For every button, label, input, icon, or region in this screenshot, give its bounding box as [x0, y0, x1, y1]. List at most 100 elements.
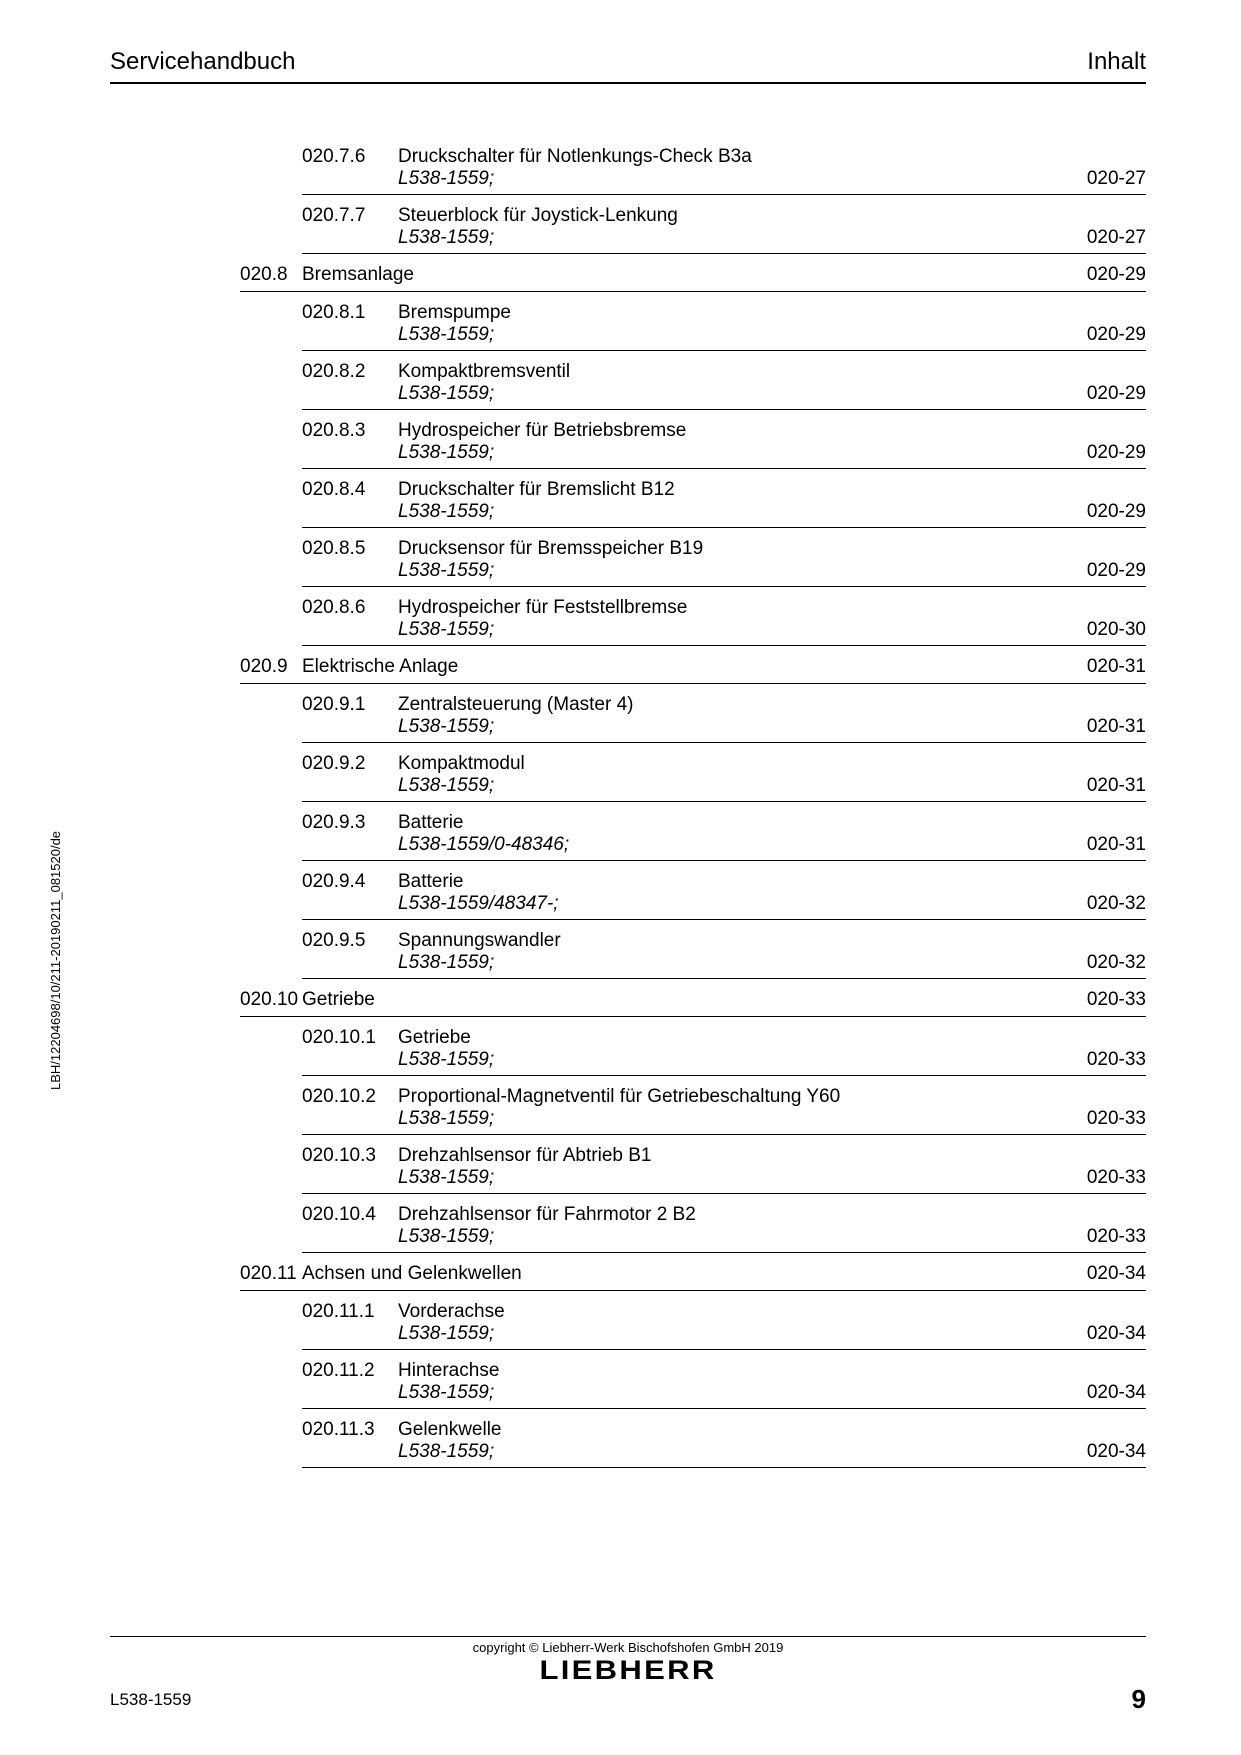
table-of-contents: 020.7.6Druckschalter für Notlenkungs-Che… [240, 146, 1146, 1468]
toc-sub-row: 020.10.4Drehzahlsensor für Fahrmotor 2 B… [302, 1204, 1146, 1253]
toc-sub-row: 020.10.1GetriebeL538-1559;020-33 [302, 1027, 1146, 1076]
toc-sub-number: 020.9.4 [302, 871, 398, 915]
toc-sub-page: 020-34 [1066, 1441, 1146, 1463]
toc-sub-model: L538-1559; [398, 560, 494, 582]
toc-sub-content: GelenkwelleL538-1559;020-34 [398, 1419, 1146, 1463]
toc-sub-page: 020-32 [1066, 952, 1146, 974]
toc-sub-content: Hydrospeicher für BetriebsbremseL538-155… [398, 420, 1146, 464]
toc-sub-model: L538-1559/48347-; [398, 893, 559, 915]
toc-sub-page: 020-30 [1066, 619, 1146, 641]
toc-sub-number: 020.11.1 [302, 1301, 398, 1345]
toc-section-title: Elektrische Anlage [302, 656, 1066, 678]
toc-sub-content: KompaktbremsventilL538-1559; 020-29 [398, 361, 1146, 405]
toc-sub-number: 020.8.5 [302, 538, 398, 582]
toc-sub-content: BatterieL538-1559/48347-;020-32 [398, 871, 1146, 915]
toc-sub-title: Drehzahlsensor für Abtrieb B1 [398, 1145, 1146, 1167]
toc-sub-model: L538-1559; [398, 1167, 494, 1189]
toc-sub-title: Spannungswandler [398, 930, 1146, 952]
toc-sub-title: Batterie [398, 871, 1146, 893]
toc-sub-number: 020.9.1 [302, 694, 398, 738]
toc-sub-model: L538-1559; [398, 324, 494, 346]
toc-sub-row: 020.11.2HinterachseL538-1559; 020-34 [302, 1360, 1146, 1409]
toc-sub-row: 020.7.6Druckschalter für Notlenkungs-Che… [302, 146, 1146, 195]
toc-sub-number: 020.7.6 [302, 146, 398, 190]
toc-sub-model: L538-1559; [398, 501, 494, 523]
toc-sub-content: Steuerblock für Joystick-LenkungL538-155… [398, 205, 1146, 249]
toc-sub-page: 020-29 [1066, 383, 1146, 405]
toc-section-page: 020-34 [1066, 1263, 1146, 1285]
toc-sub-model: L538-1559; [398, 383, 494, 405]
toc-sub-title: Drucksensor für Bremsspeicher B19 [398, 538, 1146, 560]
toc-sub-page: 020-29 [1066, 324, 1146, 346]
toc-sub-title: Drehzahlsensor für Fahrmotor 2 B2 [398, 1204, 1146, 1226]
page-header: Servicehandbuch Inhalt [110, 48, 1146, 84]
toc-sub-row: 020.9.4BatterieL538-1559/48347-;020-32 [302, 871, 1146, 920]
toc-sub-title: Kompaktbremsventil [398, 361, 1146, 383]
toc-section-title: Bremsanlage [302, 264, 1066, 286]
toc-section-row: 020.9Elektrische Anlage020-31 [240, 656, 1146, 684]
toc-sub-page: 020-29 [1066, 501, 1146, 523]
toc-sub-content: Drucksensor für Bremsspeicher B19L538-15… [398, 538, 1146, 582]
toc-sub-number: 020.11.2 [302, 1360, 398, 1404]
toc-section-row: 020.10Getriebe020-33 [240, 989, 1146, 1017]
copyright-text: copyright © Liebherr-Werk Bischofshofen … [110, 1640, 1146, 1655]
toc-sub-title: Getriebe [398, 1027, 1146, 1049]
toc-sub-row: 020.8.1BremspumpeL538-1559;020-29 [302, 302, 1146, 351]
toc-sub-row: 020.8.3Hydrospeicher für BetriebsbremseL… [302, 420, 1146, 469]
toc-sub-page: 020-33 [1066, 1226, 1146, 1248]
toc-sub-page: 020-33 [1066, 1108, 1146, 1130]
toc-sub-content: Druckschalter für Notlenkungs-Check B3aL… [398, 146, 1146, 190]
toc-section-number: 020.9 [240, 656, 302, 678]
toc-section-title: Achsen und Gelenkwellen [302, 1263, 1066, 1285]
toc-sub-content: Proportional-Magnetventil für Getriebesc… [398, 1086, 1146, 1130]
toc-sub-model: L538-1559; [398, 952, 494, 974]
toc-sub-model: L538-1559; [398, 227, 494, 249]
toc-sub-title: Bremspumpe [398, 302, 1146, 324]
toc-sub-page: 020-29 [1066, 560, 1146, 582]
toc-sub-model: L538-1559; [398, 168, 494, 190]
toc-sub-title: Kompaktmodul [398, 753, 1146, 775]
toc-section-page: 020-31 [1066, 656, 1146, 678]
toc-sub-row: 020.11.3GelenkwelleL538-1559;020-34 [302, 1419, 1146, 1468]
toc-sub-title: Steuerblock für Joystick-Lenkung [398, 205, 1146, 227]
toc-sub-content: VorderachseL538-1559;020-34 [398, 1301, 1146, 1345]
toc-sub-content: HinterachseL538-1559; 020-34 [398, 1360, 1146, 1404]
toc-sub-row: 020.9.1Zentralsteuerung (Master 4)L538-1… [302, 694, 1146, 743]
toc-sub-model: L538-1559; [398, 1382, 494, 1404]
toc-sub-title: Hydrospeicher für Feststellbremse [398, 597, 1146, 619]
toc-section-number: 020.8 [240, 264, 302, 286]
toc-sub-page: 020-31 [1066, 834, 1146, 856]
toc-sub-content: Drehzahlsensor für Abtrieb B1L538-1559;0… [398, 1145, 1146, 1189]
toc-sub-content: Drehzahlsensor für Fahrmotor 2 B2L538-15… [398, 1204, 1146, 1248]
toc-sub-page: 020-31 [1066, 775, 1146, 797]
toc-sub-number: 020.10.4 [302, 1204, 398, 1248]
toc-sub-page: 020-34 [1066, 1382, 1146, 1404]
toc-sub-number: 020.10.3 [302, 1145, 398, 1189]
toc-sub-model: L538-1559; [398, 775, 494, 797]
toc-sub-content: SpannungswandlerL538-1559; 020-32 [398, 930, 1146, 974]
toc-sub-title: Vorderachse [398, 1301, 1146, 1323]
toc-sub-row: 020.8.5Drucksensor für Bremsspeicher B19… [302, 538, 1146, 587]
toc-sub-row: 020.9.3BatterieL538-1559/0-48346;020-31 [302, 812, 1146, 861]
toc-sub-model: L538-1559; [398, 442, 494, 464]
toc-sub-title: Hydrospeicher für Betriebsbremse [398, 420, 1146, 442]
toc-section-title: Getriebe [302, 989, 1066, 1011]
toc-sub-number: 020.7.7 [302, 205, 398, 249]
toc-sub-number: 020.8.6 [302, 597, 398, 641]
toc-sub-page: 020-33 [1066, 1049, 1146, 1071]
toc-sub-row: 020.8.6Hydrospeicher für Feststellbremse… [302, 597, 1146, 646]
toc-section-page: 020-29 [1066, 264, 1146, 286]
toc-sub-title: Druckschalter für Notlenkungs-Check B3a [398, 146, 1146, 168]
toc-sub-title: Hinterachse [398, 1360, 1146, 1382]
toc-sub-row: 020.7.7Steuerblock für Joystick-LenkungL… [302, 205, 1146, 254]
toc-sub-content: Hydrospeicher für FeststellbremseL538-15… [398, 597, 1146, 641]
toc-section-page: 020-33 [1066, 989, 1146, 1011]
toc-section-row: 020.11Achsen und Gelenkwellen020-34 [240, 1263, 1146, 1291]
toc-sub-model: L538-1559; [398, 1323, 494, 1345]
toc-sub-page: 020-27 [1066, 227, 1146, 249]
toc-sub-model: L538-1559; [398, 716, 494, 738]
footer-model: L538-1559 [110, 1690, 191, 1710]
toc-sub-title: Druckschalter für Bremslicht B12 [398, 479, 1146, 501]
toc-sub-title: Zentralsteuerung (Master 4) [398, 694, 1146, 716]
toc-sub-title: Proportional-Magnetventil für Getriebesc… [398, 1086, 1146, 1108]
